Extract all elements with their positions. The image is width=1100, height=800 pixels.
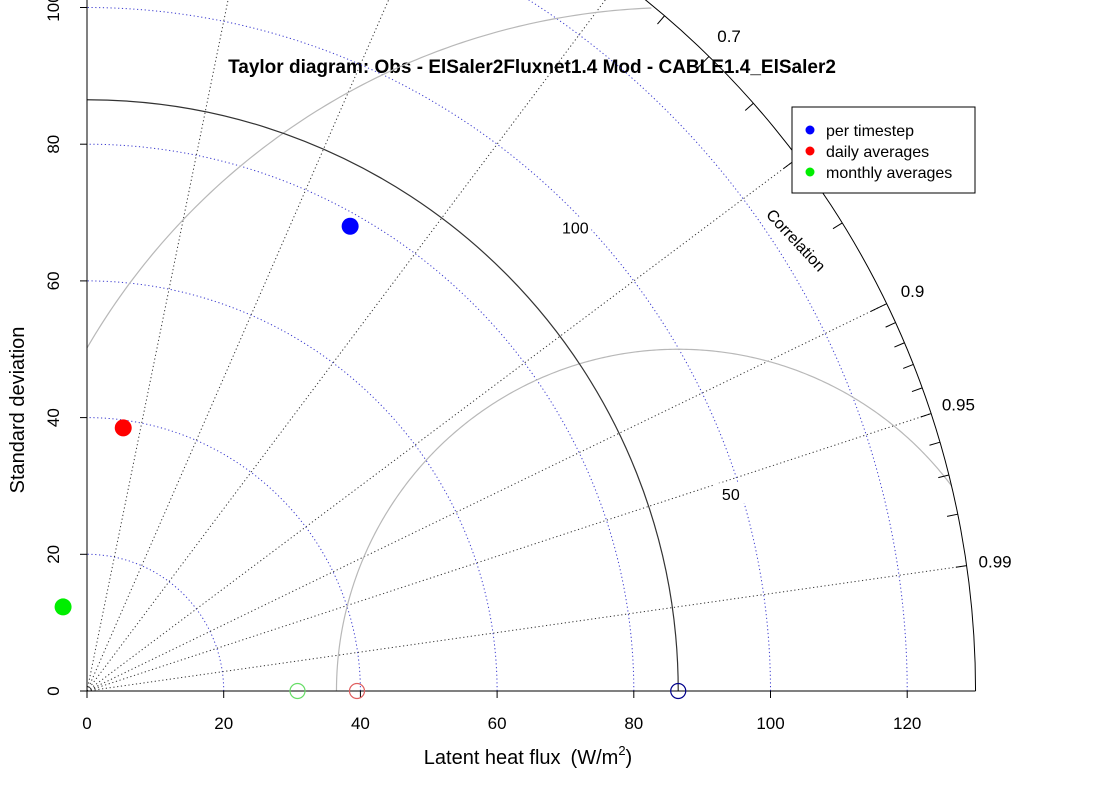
correlation-tick-0-97 [938, 474, 950, 479]
chart-title: Taylor diagram: Obs - ElSaler2Fluxnet1.4… [228, 57, 836, 78]
outer-frame-arc [644, 0, 977, 692]
legend-marker-monthly-averages [805, 167, 815, 177]
x-tick-label-0: 0 [82, 714, 91, 733]
sd-grid-arc-20 [86, 553, 225, 692]
observation-marker-2 [289, 682, 306, 700]
correlation-tick-0-65 [657, 15, 665, 25]
sd-grid-arc-40 [86, 417, 361, 692]
correlation-label-0-99: 0.99 [979, 553, 1012, 572]
legend-box [791, 106, 976, 194]
rms-label-bg-100 [559, 216, 592, 237]
x-tick-label-80: 80 [624, 714, 643, 733]
correlation-tick-0-99 [955, 565, 967, 568]
sd-grid-arc-100 [86, 7, 771, 692]
x-axis-units: (W/m [571, 747, 619, 769]
correlation-tick-0-9 [870, 303, 887, 312]
rms-arc-100 [86, 7, 652, 349]
correlation-line-0-9 [86, 303, 887, 692]
data-point-per-timestep [341, 217, 359, 235]
legend: per timestep daily averages monthly aver… [791, 106, 976, 194]
x-axis-label-text: Latent heat flux [424, 747, 561, 769]
x-tick-label-60: 60 [488, 714, 507, 733]
correlation-tick-0-75 [744, 102, 754, 111]
correlation-tick-0-96 [929, 441, 941, 446]
correlation-tick-0-98 [946, 513, 958, 517]
grid-layer: 50 100 [86, 0, 967, 692]
y-tick-label-60: 60 [44, 271, 63, 290]
y-tick-label-80: 80 [44, 135, 63, 154]
correlation-line-0-6 [86, 0, 606, 692]
correlation-tick-0-92 [894, 342, 905, 348]
x-axis-units-close: ) [626, 747, 633, 769]
rms-arc-50 [335, 348, 952, 692]
correlation-tick-0-95 [920, 413, 932, 418]
y-tick-label-20: 20 [44, 545, 63, 564]
correlation-tick-0-7 [696, 56, 710, 70]
correlation-label-0-95: 0.95 [942, 396, 975, 415]
y-axis-label: Standard deviation [7, 327, 29, 494]
correlation-tick-0-91 [885, 322, 896, 328]
observation-marker-0 [670, 682, 687, 700]
x-axis-units-superscript: 2 [618, 743, 625, 758]
legend-marker-daily-averages [805, 146, 815, 156]
sd-grid-arc-60 [86, 280, 498, 692]
y-tick-label-40: 40 [44, 408, 63, 427]
legend-label-per-timestep: per timestep [826, 123, 914, 140]
x-tick-label-40: 40 [351, 714, 370, 733]
sd-grid-arc-120 [527, 0, 908, 692]
correlation-tick-0-94 [911, 387, 923, 393]
correlation-label-0-7: 0.7 [717, 27, 741, 46]
correlation-axis-label: Correlation [762, 207, 828, 276]
data-point-daily-averages [114, 419, 132, 437]
rms-label-50: 50 [722, 487, 740, 504]
correlation-line-0-99 [86, 565, 967, 692]
correlation-tick-0-85 [832, 222, 843, 230]
x-axis-label: Latent heat flux (W/m2) [424, 743, 632, 769]
x-tick-label-120: 120 [893, 714, 921, 733]
y-tick-label-100: 100 [44, 0, 63, 22]
legend-marker-per-timestep [805, 125, 815, 135]
rms-label-100: 100 [562, 221, 589, 238]
y-tick-label-0: 0 [44, 686, 63, 695]
correlation-tick-0-93 [902, 363, 914, 369]
legend-label-daily-averages: daily averages [826, 144, 929, 161]
x-tick-label-20: 20 [214, 714, 233, 733]
x-tick-label-100: 100 [756, 714, 784, 733]
correlation-line-0-8 [86, 157, 799, 692]
data-point-monthly-averages [54, 598, 72, 616]
correlation-line-0-4 [86, 0, 390, 692]
rms-label-bg-50 [714, 483, 747, 504]
observation-marker-1 [348, 682, 366, 700]
reference-sd-arc [86, 99, 679, 692]
legend-label-monthly-averages: monthly averages [826, 165, 952, 182]
points-layer [54, 217, 687, 700]
correlation-label-0-9: 0.9 [901, 282, 925, 301]
sd-grid-arc-80 [86, 143, 635, 692]
correlation-line-0-95 [86, 413, 932, 692]
